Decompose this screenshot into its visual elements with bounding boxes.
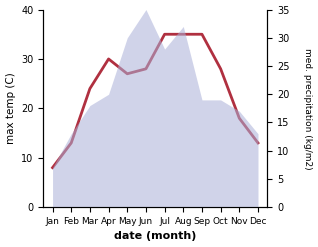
Y-axis label: max temp (C): max temp (C)	[5, 72, 16, 144]
X-axis label: date (month): date (month)	[114, 231, 197, 242]
Y-axis label: med. precipitation (kg/m2): med. precipitation (kg/m2)	[303, 48, 313, 169]
